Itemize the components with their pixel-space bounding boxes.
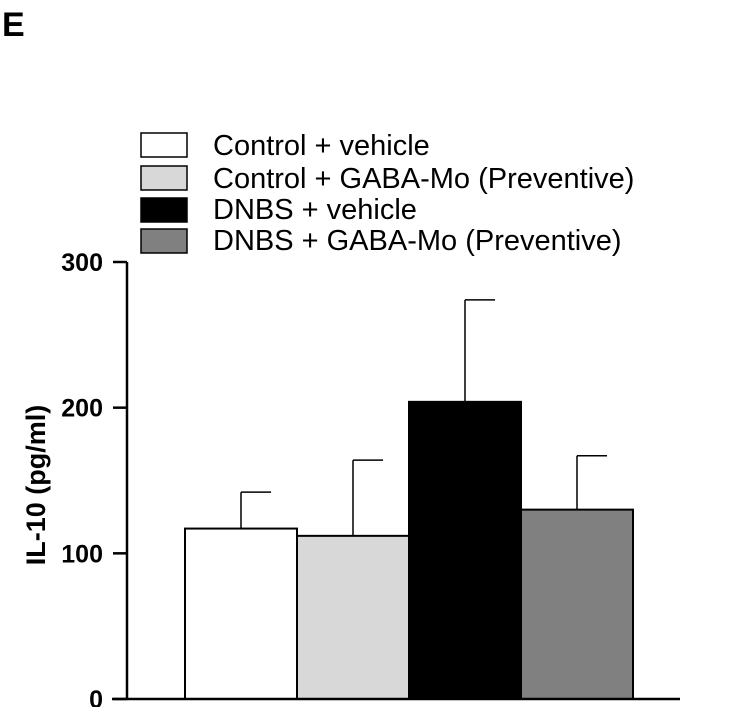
- y-tick-label: 200: [61, 395, 103, 423]
- y-axis-title: IL-10 (pg/ml): [21, 405, 51, 566]
- plot-area: 0 100 200 300: [61, 249, 634, 707]
- y-tick-label: 100: [61, 540, 103, 568]
- legend-label: Control + vehicle: [213, 130, 430, 162]
- legend-swatch: [140, 197, 188, 223]
- legend-entry: DNBS + vehicle: [140, 194, 417, 226]
- legend-entry: Control + vehicle: [140, 130, 430, 162]
- legend-label: Control + GABA-Mo (Preventive): [213, 163, 634, 195]
- legend-swatch: [140, 228, 188, 254]
- legend: Control + vehicle Control + GABA-Mo (Pre…: [140, 130, 634, 257]
- y-tick-label: 300: [61, 249, 103, 277]
- bar: [408, 400, 522, 700]
- bar: [520, 508, 634, 700]
- legend-entry: DNBS + GABA-Mo (Preventive): [140, 225, 622, 257]
- bar: [184, 527, 298, 700]
- panel-label: E: [2, 6, 25, 44]
- bar: [296, 534, 410, 700]
- y-tick-label: 0: [89, 686, 103, 707]
- legend-label: DNBS + vehicle: [213, 194, 417, 226]
- legend-label: DNBS + GABA-Mo (Preventive): [213, 225, 622, 257]
- legend-swatch: [140, 165, 188, 191]
- legend-swatch: [140, 132, 188, 158]
- legend-entry: Control + GABA-Mo (Preventive): [140, 163, 634, 195]
